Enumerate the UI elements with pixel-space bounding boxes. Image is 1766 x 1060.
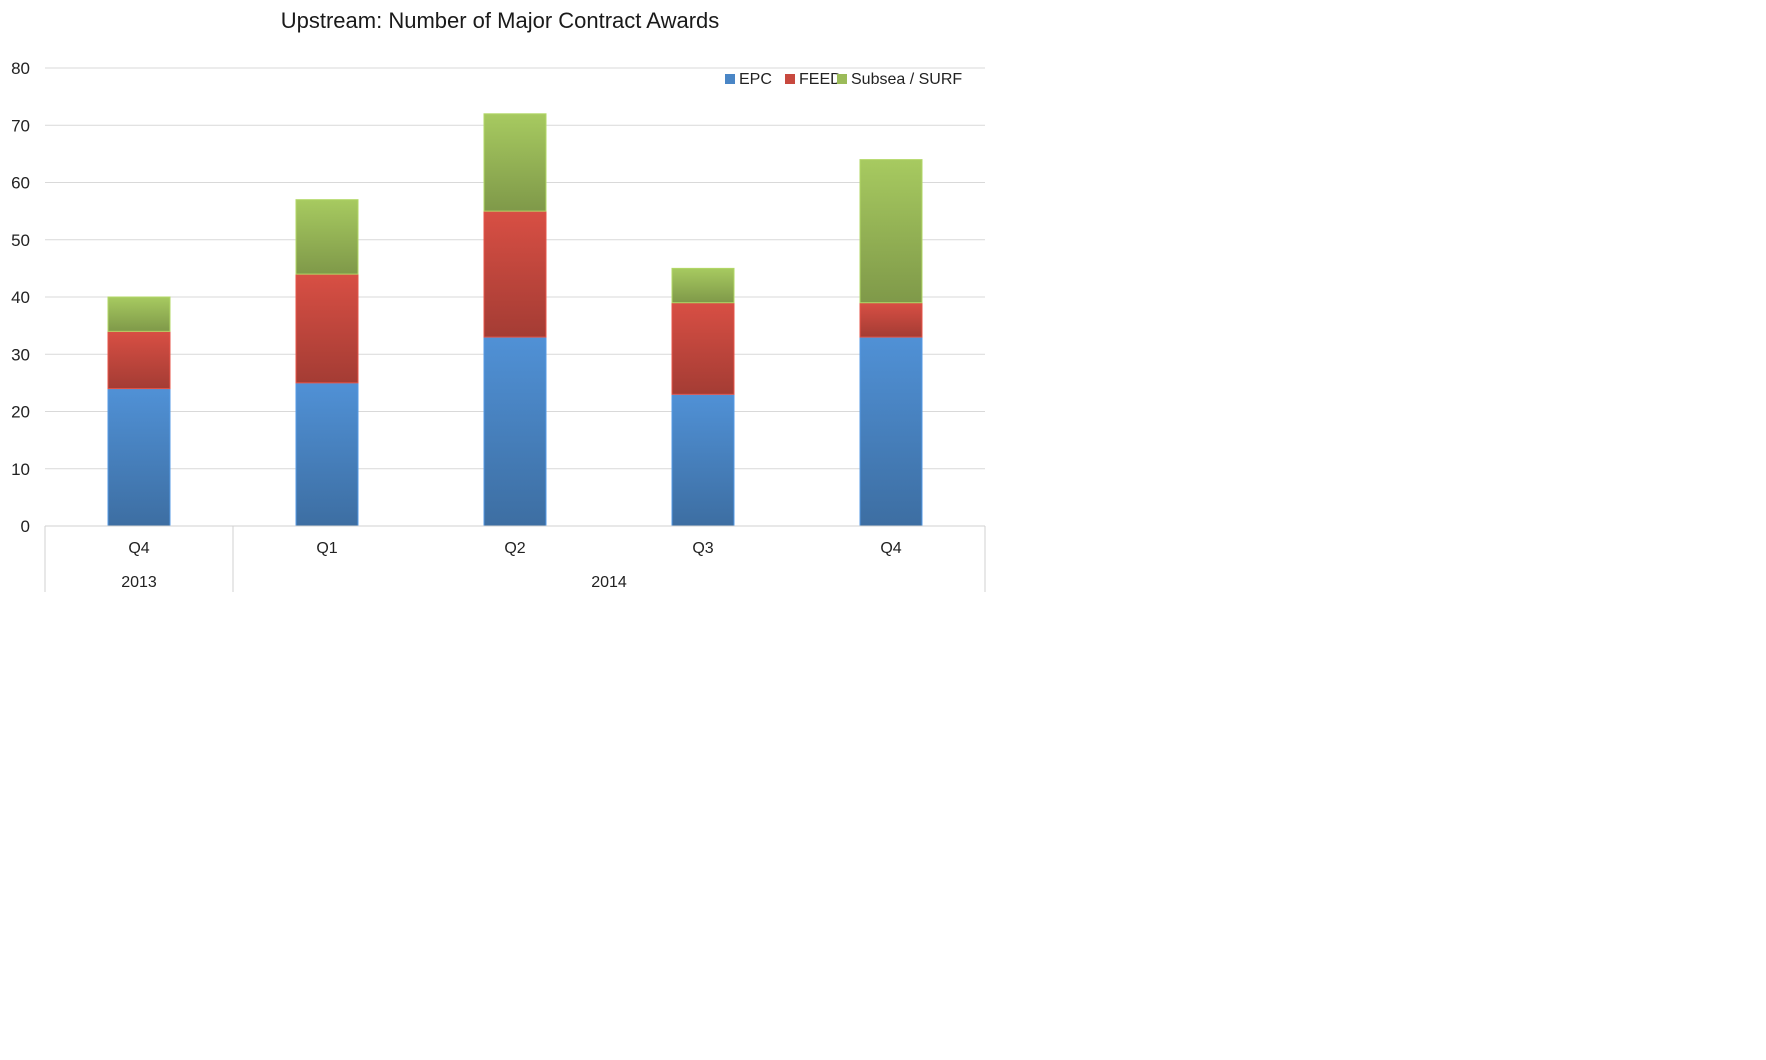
- x-tick-label: Q2: [504, 540, 525, 557]
- y-tick-label: 80: [11, 59, 30, 78]
- y-axis-ticks: 0 10 20 30 40 50 60 70 80: [11, 59, 30, 536]
- y-tick-label: 0: [21, 517, 30, 536]
- legend-label: EPC: [739, 71, 772, 88]
- legend-label: FEED: [799, 71, 842, 88]
- y-tick-label: 10: [11, 460, 30, 479]
- y-tick-label: 70: [11, 116, 30, 135]
- bar-segment-epc: [483, 336, 547, 527]
- bar-segment-epc: [671, 393, 735, 527]
- legend-swatch: [785, 74, 795, 84]
- legend-swatch: [837, 74, 847, 84]
- bar-segment-subsea-surf: [483, 113, 547, 212]
- bar-segment-subsea-surf: [859, 159, 923, 304]
- bar-segment-subsea-surf: [295, 199, 359, 275]
- x-tick-label: Q4: [128, 540, 149, 557]
- y-tick-label: 60: [11, 174, 30, 193]
- bar-segment-subsea-surf: [107, 296, 171, 332]
- x-tick-label: Q3: [692, 540, 713, 557]
- bar-segment-feed: [483, 210, 547, 338]
- legend-swatch: [725, 74, 735, 84]
- x-tick-label: Q1: [316, 540, 337, 557]
- bar-segment-feed: [107, 330, 171, 390]
- bar-segment-subsea-surf: [671, 267, 735, 304]
- y-tick-label: 50: [11, 231, 30, 250]
- x-axis: Q4 Q1 Q2 Q3 Q4 2013 2014: [44, 525, 986, 592]
- bar-segment-feed: [295, 273, 359, 384]
- y-tick-label: 40: [11, 288, 30, 307]
- bar-segment-epc: [295, 382, 359, 527]
- legend: EPC FEED Subsea / SURF: [725, 71, 962, 88]
- bars: [107, 113, 923, 527]
- x-tick-label: Q4: [880, 540, 901, 557]
- x-group-label: 2014: [591, 574, 627, 591]
- x-group-label: 2013: [121, 574, 157, 591]
- bar-segment-feed: [859, 302, 923, 338]
- bar-segment-epc: [107, 388, 171, 527]
- bar-segment-epc: [859, 336, 923, 527]
- bar-segment-feed: [671, 302, 735, 395]
- y-tick-label: 30: [11, 345, 30, 364]
- legend-label: Subsea / SURF: [851, 71, 962, 88]
- y-tick-label: 20: [11, 403, 30, 422]
- chart-title: Upstream: Number of Major Contract Award…: [281, 8, 720, 33]
